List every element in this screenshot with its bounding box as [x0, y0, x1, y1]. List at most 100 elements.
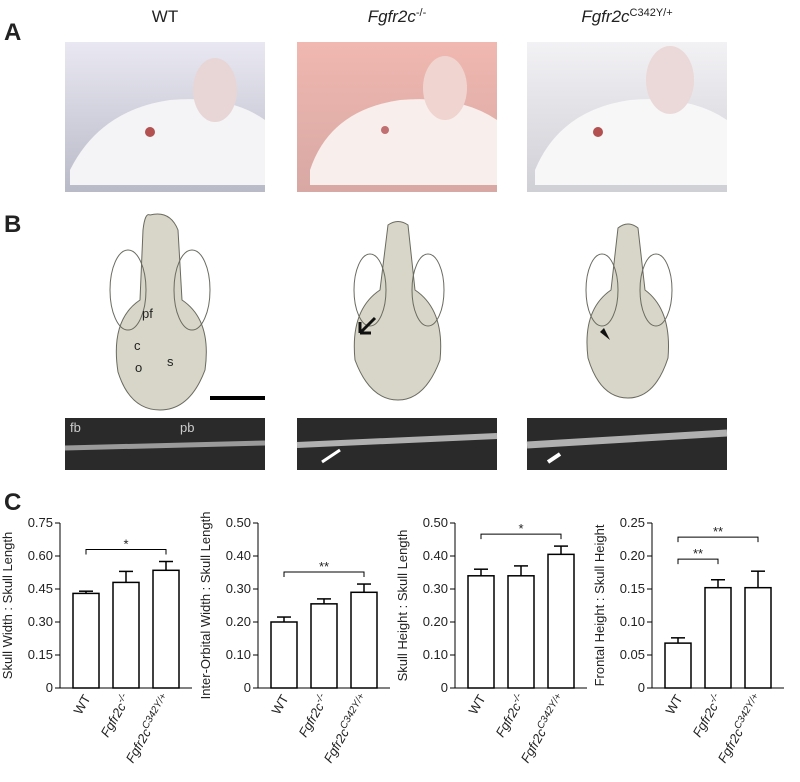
mouse-photo: [65, 42, 265, 192]
significance-bracket: [677, 536, 759, 543]
y-tick-label: 0.20: [423, 614, 448, 629]
y-tick-label: 0.75: [28, 515, 53, 530]
panel-label: B: [4, 211, 21, 238]
bar: [72, 592, 100, 689]
bar: [547, 553, 575, 689]
y-tick-label: 0.30: [28, 614, 53, 629]
category: WT: [268, 692, 291, 717]
x-tick-label: WT: [465, 692, 488, 717]
x-tick-label: WT: [70, 692, 93, 717]
suture-label: c: [134, 338, 141, 353]
bar: [310, 603, 338, 689]
superscript: C342Y/+: [630, 7, 673, 19]
bar: [664, 642, 692, 689]
y-tick-label: 0: [244, 680, 251, 695]
y-tick-label: 0.50: [423, 515, 448, 530]
x-tick-label: Fgfr2cC342Y/+: [516, 691, 568, 765]
gene: Fgfr2c: [368, 7, 417, 26]
y-tick-label: 0: [46, 680, 53, 695]
superscript: C342Y/+: [535, 691, 564, 731]
panel-label: C: [4, 489, 21, 516]
significance-label: **: [693, 546, 703, 561]
gene: Fgfr2c: [581, 7, 630, 26]
superscript: -/-: [416, 7, 427, 19]
y-tick-label: 0.60: [28, 548, 53, 563]
category: WT: [662, 692, 685, 717]
y-tick-label: 0: [441, 680, 448, 695]
y-tick-label: 0.10: [620, 614, 645, 629]
y-tick-label: 0.20: [620, 548, 645, 563]
bar: [350, 591, 378, 689]
bar: [704, 586, 732, 689]
y-tick-label: 0.40: [226, 548, 251, 563]
significance-bracket: [85, 549, 167, 555]
bar: [270, 621, 298, 689]
column-heading: Fgfr2cC342Y/+: [581, 7, 672, 26]
superscript: C342Y/+: [140, 691, 169, 731]
x-tick-label: WT: [268, 692, 291, 717]
significance-bracket: [677, 558, 719, 565]
y-tick-label: 0.05: [620, 647, 645, 662]
significance-bracket: [480, 533, 562, 540]
category: Fgfr2c: [715, 726, 747, 766]
bar: [507, 575, 535, 689]
category: Fgfr2c: [321, 726, 353, 766]
bar: [112, 581, 140, 689]
suture-label: s: [167, 354, 174, 369]
category: WT: [70, 692, 93, 717]
x-tick-label: Fgfr2cC342Y/+: [319, 691, 371, 765]
bar: [744, 586, 772, 689]
column-heading: Fgfr2c-/-: [368, 7, 427, 26]
column-heading: WT: [152, 7, 178, 26]
y-axis-label: Frontal Height : Skull Height: [592, 524, 607, 686]
y-tick-label: 0.15: [620, 581, 645, 596]
category: Fgfr2c: [518, 726, 550, 766]
significance-label: **: [319, 559, 329, 574]
category: Fgfr2c: [295, 700, 327, 740]
category: Fgfr2c: [97, 700, 129, 740]
y-tick-label: 0.10: [226, 647, 251, 662]
y-tick-label: 0.45: [28, 581, 53, 596]
y-axis-label: Inter-Orbital Width : Skull Length: [198, 512, 213, 700]
y-tick-label: 0.30: [226, 581, 251, 596]
y-tick-label: 0.50: [226, 515, 251, 530]
y-axis-label: Skull Width : Skull Length: [0, 532, 15, 679]
y-tick-label: 0.40: [423, 548, 448, 563]
y-tick-label: 0.20: [226, 614, 251, 629]
ct-label: pb: [180, 420, 194, 435]
category: Fgfr2c: [689, 700, 721, 740]
y-tick-label: 0.30: [423, 581, 448, 596]
arrow: [358, 316, 377, 335]
y-tick-label: 0: [638, 680, 645, 695]
skull: [585, 223, 673, 399]
x-tick-label: WT: [662, 692, 685, 717]
skull: [353, 221, 445, 401]
x-tick-label: Fgfr2c-/-: [294, 691, 332, 740]
x-tick-label: Fgfr2c-/-: [688, 691, 726, 740]
ct-label: fb: [70, 420, 81, 435]
bar: [467, 575, 495, 689]
superscript: C342Y/+: [338, 691, 367, 731]
category: Fgfr2c: [492, 700, 524, 740]
x-tick-label: Fgfr2c-/-: [491, 691, 529, 740]
significance-label: **: [713, 524, 723, 539]
mouse-photo: [527, 42, 727, 192]
y-tick-label: 0.10: [423, 647, 448, 662]
category: WT: [465, 692, 488, 717]
gene: WT: [152, 7, 178, 26]
x-tick-label: Fgfr2cC342Y/+: [121, 691, 173, 765]
mouse-photo: [297, 42, 497, 192]
y-axis-label: Skull Height : Skull Length: [395, 530, 410, 682]
panel-label: A: [4, 19, 21, 46]
significance-label: *: [518, 521, 523, 536]
skull: [109, 213, 211, 411]
ct-section: [64, 418, 728, 470]
x-tick-label: Fgfr2c-/-: [96, 691, 134, 740]
y-tick-label: 0.15: [28, 647, 53, 662]
y-tick-label: 0.25: [620, 515, 645, 530]
x-tick-label: Fgfr2cC342Y/+: [713, 691, 765, 765]
superscript: C342Y/+: [732, 691, 761, 731]
significance-bracket: [283, 571, 365, 578]
suture-label: o: [135, 360, 142, 375]
